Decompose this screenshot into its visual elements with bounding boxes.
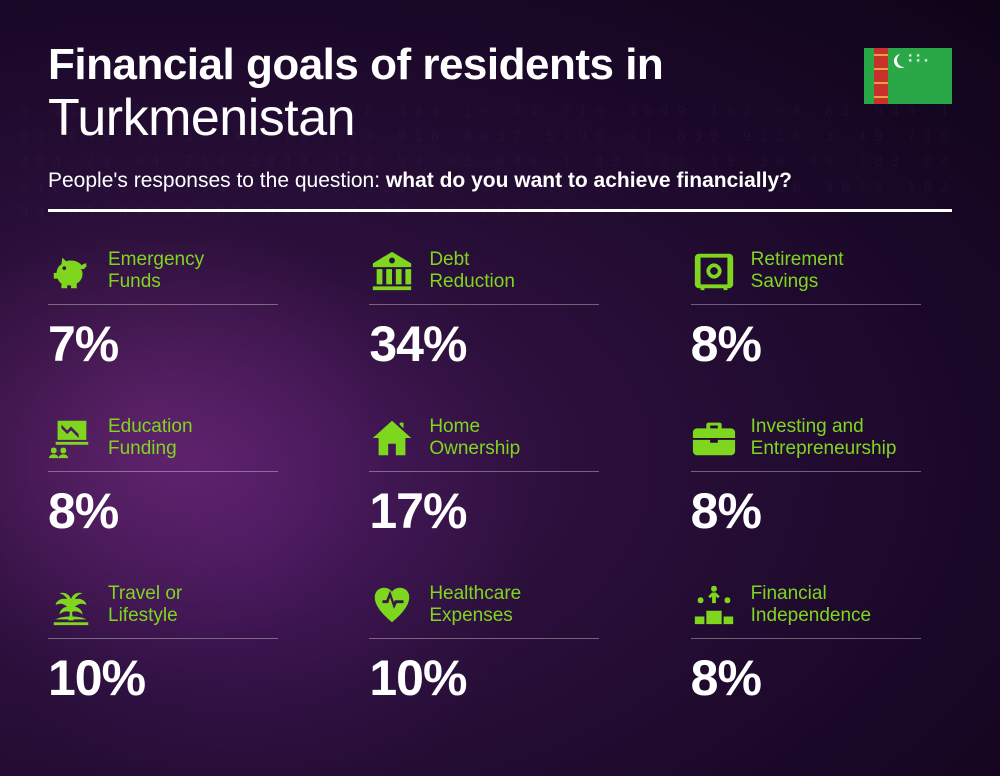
stat-value: 10% [48, 649, 309, 707]
stat-item-retirement-savings: Retirement Savings 8% [691, 246, 952, 373]
stat-value: 8% [691, 315, 952, 373]
briefcase-icon [691, 415, 737, 461]
subtitle-question: what do you want to achieve financially? [386, 169, 792, 192]
header-divider [48, 209, 952, 212]
flag-carpet-stripe [874, 48, 888, 104]
subtitle: People's responses to the question: what… [48, 169, 952, 193]
stat-head: Investing and Entrepreneurship [691, 413, 952, 463]
stat-divider [48, 638, 278, 639]
header-row: Financial goals of residents in Turkmeni… [48, 42, 952, 147]
safe-icon [691, 248, 737, 294]
stat-item-home-ownership: Home Ownership 17% [369, 413, 630, 540]
title-line1: Financial goals of residents in [48, 42, 864, 88]
stat-item-emergency-funds: Emergency Funds 7% [48, 246, 309, 373]
stat-label: Education Funding [108, 416, 193, 462]
stat-item-debt-reduction: Debt Reduction 34% [369, 246, 630, 373]
stat-label: Emergency Funds [108, 249, 204, 295]
stat-value: 8% [691, 649, 952, 707]
stat-divider [369, 638, 599, 639]
stat-head: Debt Reduction [369, 246, 630, 296]
stat-head: Healthcare Expenses [369, 580, 630, 630]
title-block: Financial goals of residents in Turkmeni… [48, 42, 864, 147]
flag-crescent [894, 54, 908, 68]
house-icon [369, 415, 415, 461]
stat-label: Investing and Entrepreneurship [751, 416, 897, 462]
stat-value: 8% [48, 482, 309, 540]
stats-grid: Emergency Funds 7% Debt Reduction 34% [48, 246, 952, 707]
flag-turkmenistan: ★ ★★ ★ ★ [864, 48, 952, 104]
stat-value: 10% [369, 649, 630, 707]
infographic-container: Financial goals of residents in Turkmeni… [0, 0, 1000, 749]
presentation-icon [48, 415, 94, 461]
stat-head: Education Funding [48, 413, 309, 463]
stat-head: Home Ownership [369, 413, 630, 463]
stat-item-travel-lifestyle: Travel or Lifestyle 10% [48, 580, 309, 707]
podium-icon [691, 582, 737, 628]
stat-divider [48, 471, 278, 472]
stat-label: Retirement Savings [751, 249, 844, 295]
stat-value: 17% [369, 482, 630, 540]
subtitle-prefix: People's responses to the question: [48, 169, 386, 192]
stat-value: 8% [691, 482, 952, 540]
stat-divider [48, 304, 278, 305]
stat-head: Travel or Lifestyle [48, 580, 309, 630]
stat-label: Healthcare Expenses [429, 583, 521, 629]
stat-item-education-funding: Education Funding 8% [48, 413, 309, 540]
stat-item-financial-independence: Financial Independence 8% [691, 580, 952, 707]
stat-item-investing: Investing and Entrepreneurship 8% [691, 413, 952, 540]
stat-divider [369, 471, 599, 472]
stat-label: Financial Independence [751, 583, 871, 629]
stat-value: 34% [369, 315, 630, 373]
stat-head: Retirement Savings [691, 246, 952, 296]
bank-icon [369, 248, 415, 294]
stat-divider [691, 304, 921, 305]
stat-divider [369, 304, 599, 305]
palm-icon [48, 582, 94, 628]
stat-label: Debt Reduction [429, 249, 515, 295]
stat-divider [691, 638, 921, 639]
heart-pulse-icon [369, 582, 415, 628]
stat-divider [691, 471, 921, 472]
stat-item-healthcare: Healthcare Expenses 10% [369, 580, 630, 707]
title-line2: Turkmenistan [48, 90, 864, 147]
stat-value: 7% [48, 315, 309, 373]
piggy-bank-icon [48, 248, 94, 294]
stat-label: Home Ownership [429, 416, 520, 462]
stat-label: Travel or Lifestyle [108, 583, 182, 629]
flag-stars: ★ ★★ ★ ★ [908, 54, 929, 64]
stat-head: Financial Independence [691, 580, 952, 630]
stat-head: Emergency Funds [48, 246, 309, 296]
